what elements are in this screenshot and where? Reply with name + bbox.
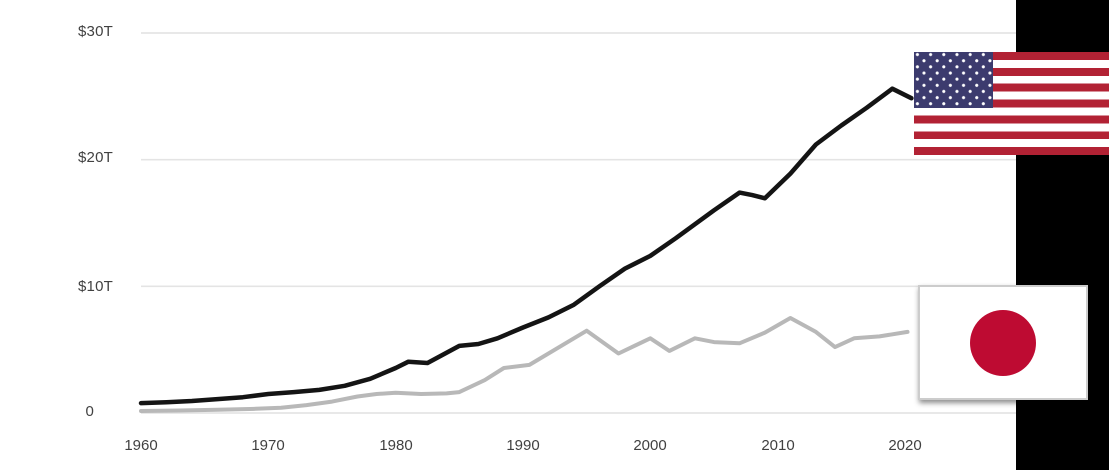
y-tick-20t: $20T	[78, 149, 113, 166]
x-tick-2000: 2000	[633, 437, 667, 454]
japan-flag-sun	[970, 309, 1036, 376]
x-tick-1970: 1970	[251, 437, 285, 454]
us-flag-icon	[914, 52, 1109, 155]
japan-flag-icon	[918, 285, 1088, 400]
series-line-japan	[139, 316, 910, 413]
y-tick-10t: $10T	[78, 278, 113, 295]
us-flag-canton	[914, 52, 993, 108]
x-tick-1980: 1980	[379, 437, 413, 454]
y-tick-0: 0	[85, 403, 94, 420]
series-line-united-states	[138, 86, 914, 406]
y-tick-30t: $30T	[78, 23, 113, 40]
x-tick-2020: 2020	[888, 437, 922, 454]
x-tick-1960: 1960	[124, 437, 158, 454]
x-tick-1990: 1990	[506, 437, 540, 454]
x-tick-2010: 2010	[761, 437, 795, 454]
